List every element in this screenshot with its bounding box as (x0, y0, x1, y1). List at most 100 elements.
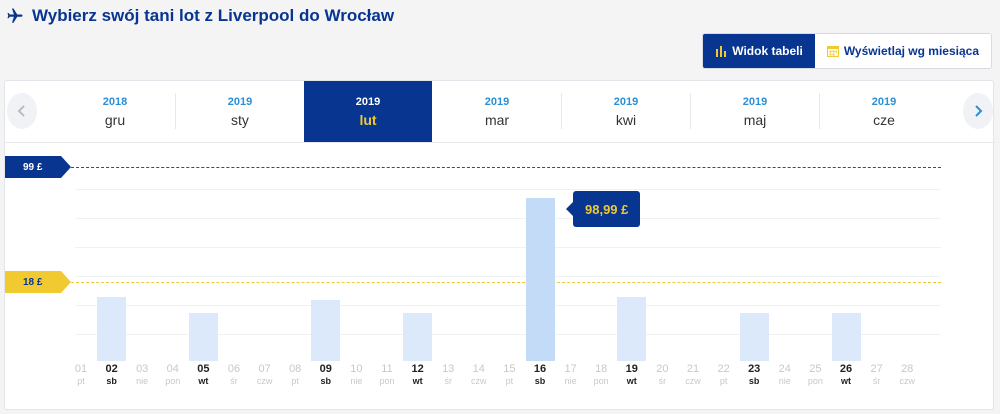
day-weekday: nie (136, 376, 149, 386)
chevron-left-icon (17, 105, 25, 117)
day-label-12[interactable]: 12 wt (403, 363, 433, 386)
day-label-02[interactable]: 02 sb (97, 363, 127, 386)
table-view-label: Widok tabeli (732, 44, 803, 58)
day-number: 10 (350, 363, 363, 375)
month-cell[interactable]: 2018 gru (51, 81, 179, 142)
day-label-08: 08 pt (280, 363, 310, 386)
day-weekday: nie (778, 376, 791, 386)
price-bar-23[interactable] (739, 313, 769, 361)
divider (690, 93, 691, 129)
day-weekday: wt (841, 376, 851, 386)
day-label-09[interactable]: 09 sb (311, 363, 341, 386)
day-weekday: śr (230, 376, 238, 386)
day-weekday: czw (471, 376, 487, 386)
day-number: 27 (870, 363, 883, 375)
price-bar-02[interactable] (97, 297, 127, 361)
fare-panel: 2018 gru 2019 sty 2019 lut 2019 mar 2019… (4, 80, 995, 411)
day-weekday: pt (77, 376, 85, 386)
month-year: 2018 (102, 95, 128, 108)
month-cell[interactable]: 2019 mar (433, 81, 561, 142)
day-weekday: wt (198, 376, 209, 386)
day-weekday: pon (165, 376, 181, 386)
month-name: kwi (615, 111, 637, 128)
price-bar-16[interactable] (525, 198, 555, 361)
prev-month-arrow[interactable] (7, 93, 37, 129)
day-label-20: 20 śr (647, 363, 677, 386)
day-number: 17 (564, 363, 577, 375)
day-weekday: śr (658, 376, 667, 386)
month-name: cze (873, 111, 895, 128)
next-month-arrow[interactable] (963, 93, 993, 129)
day-weekday: czw (899, 376, 915, 386)
day-number: 02 (105, 363, 118, 375)
price-bar-05[interactable] (188, 313, 218, 361)
day-number: 16 (533, 363, 547, 375)
gridline (75, 247, 941, 248)
day-label-17: 17 nie (556, 363, 586, 386)
price-bar-19[interactable] (617, 297, 647, 361)
day-number: 08 (289, 363, 302, 375)
month-cell[interactable]: 2019 sty (176, 81, 304, 142)
day-label-10: 10 nie (341, 363, 371, 386)
month-year: 2019 (871, 95, 897, 108)
divider (561, 93, 562, 129)
gridline (75, 305, 941, 306)
day-weekday: wt (626, 376, 637, 386)
price-bar-26[interactable] (831, 313, 861, 361)
day-label-11: 11 pon (372, 363, 402, 386)
day-number: 22 (717, 363, 730, 375)
day-weekday: pt (719, 376, 728, 386)
day-label-01: 01 pt (66, 363, 96, 386)
min-price-line (71, 282, 941, 283)
day-weekday: pon (807, 376, 823, 386)
month-view-button[interactable]: Wyświetlaj wg miesiąca (814, 34, 991, 68)
day-label-25: 25 pon (800, 363, 830, 386)
month-cell[interactable]: 2019 maj (691, 81, 819, 142)
day-label-15: 15 pt (494, 363, 524, 386)
day-weekday: pt (291, 376, 299, 386)
month-name: lut (359, 111, 377, 128)
price-bar-12[interactable] (403, 313, 433, 361)
day-label-19[interactable]: 19 wt (617, 363, 647, 386)
day-label-26[interactable]: 26 wt (831, 363, 861, 386)
day-number: 15 (503, 363, 516, 375)
month-cell-selected[interactable]: 2019 lut (304, 81, 432, 142)
month-name: mar (484, 111, 510, 128)
day-weekday: sb (106, 376, 117, 386)
day-label-21: 21 czw (678, 363, 708, 386)
month-cell[interactable]: 2019 cze (820, 81, 948, 142)
day-number: 21 (686, 363, 700, 375)
table-view-button[interactable]: Widok tabeli (703, 34, 815, 68)
day-label-13: 13 śr (433, 363, 463, 386)
divider (175, 93, 176, 129)
plane-icon (6, 7, 24, 25)
day-number: 12 (411, 363, 424, 375)
calendar-icon (826, 45, 839, 57)
price-bar-09[interactable] (311, 300, 341, 361)
day-number: 03 (136, 363, 149, 375)
page-title: Wybierz swój tani lot z Liverpool do Wro… (32, 6, 395, 25)
view-toggle: Widok tabeli Wyświetlaj wg miesiąca (702, 33, 992, 69)
day-label-16[interactable]: 16 sb (525, 363, 555, 386)
price-tooltip: 98,99 £ (565, 191, 641, 227)
day-label-22: 22 pt (709, 363, 739, 386)
day-label-03: 03 nie (127, 363, 157, 386)
gridline (75, 276, 941, 277)
day-number: 18 (595, 363, 608, 375)
max-price-label: 99 £ (5, 156, 71, 178)
day-label-24: 24 nie (770, 363, 800, 386)
day-label-05[interactable]: 05 wt (188, 363, 218, 386)
day-number: 26 (839, 363, 853, 375)
fare-chart: 99 £ 18 £ 01 pt 02 sb 03 nie 04 pon 05 wt 06 śr 07 cz… (5, 143, 995, 411)
gridline (75, 218, 941, 219)
day-label-28: 28 czw (892, 363, 922, 386)
day-label-07: 07 czw (250, 363, 280, 386)
day-number: 23 (748, 363, 761, 375)
day-label-23[interactable]: 23 sb (739, 363, 769, 386)
day-weekday: wt (412, 376, 423, 386)
month-cell[interactable]: 2019 kwi (562, 81, 690, 142)
day-number: 06 (227, 363, 241, 375)
gridline (75, 334, 941, 335)
day-number: 11 (381, 363, 393, 375)
month-name: sty (231, 111, 249, 128)
